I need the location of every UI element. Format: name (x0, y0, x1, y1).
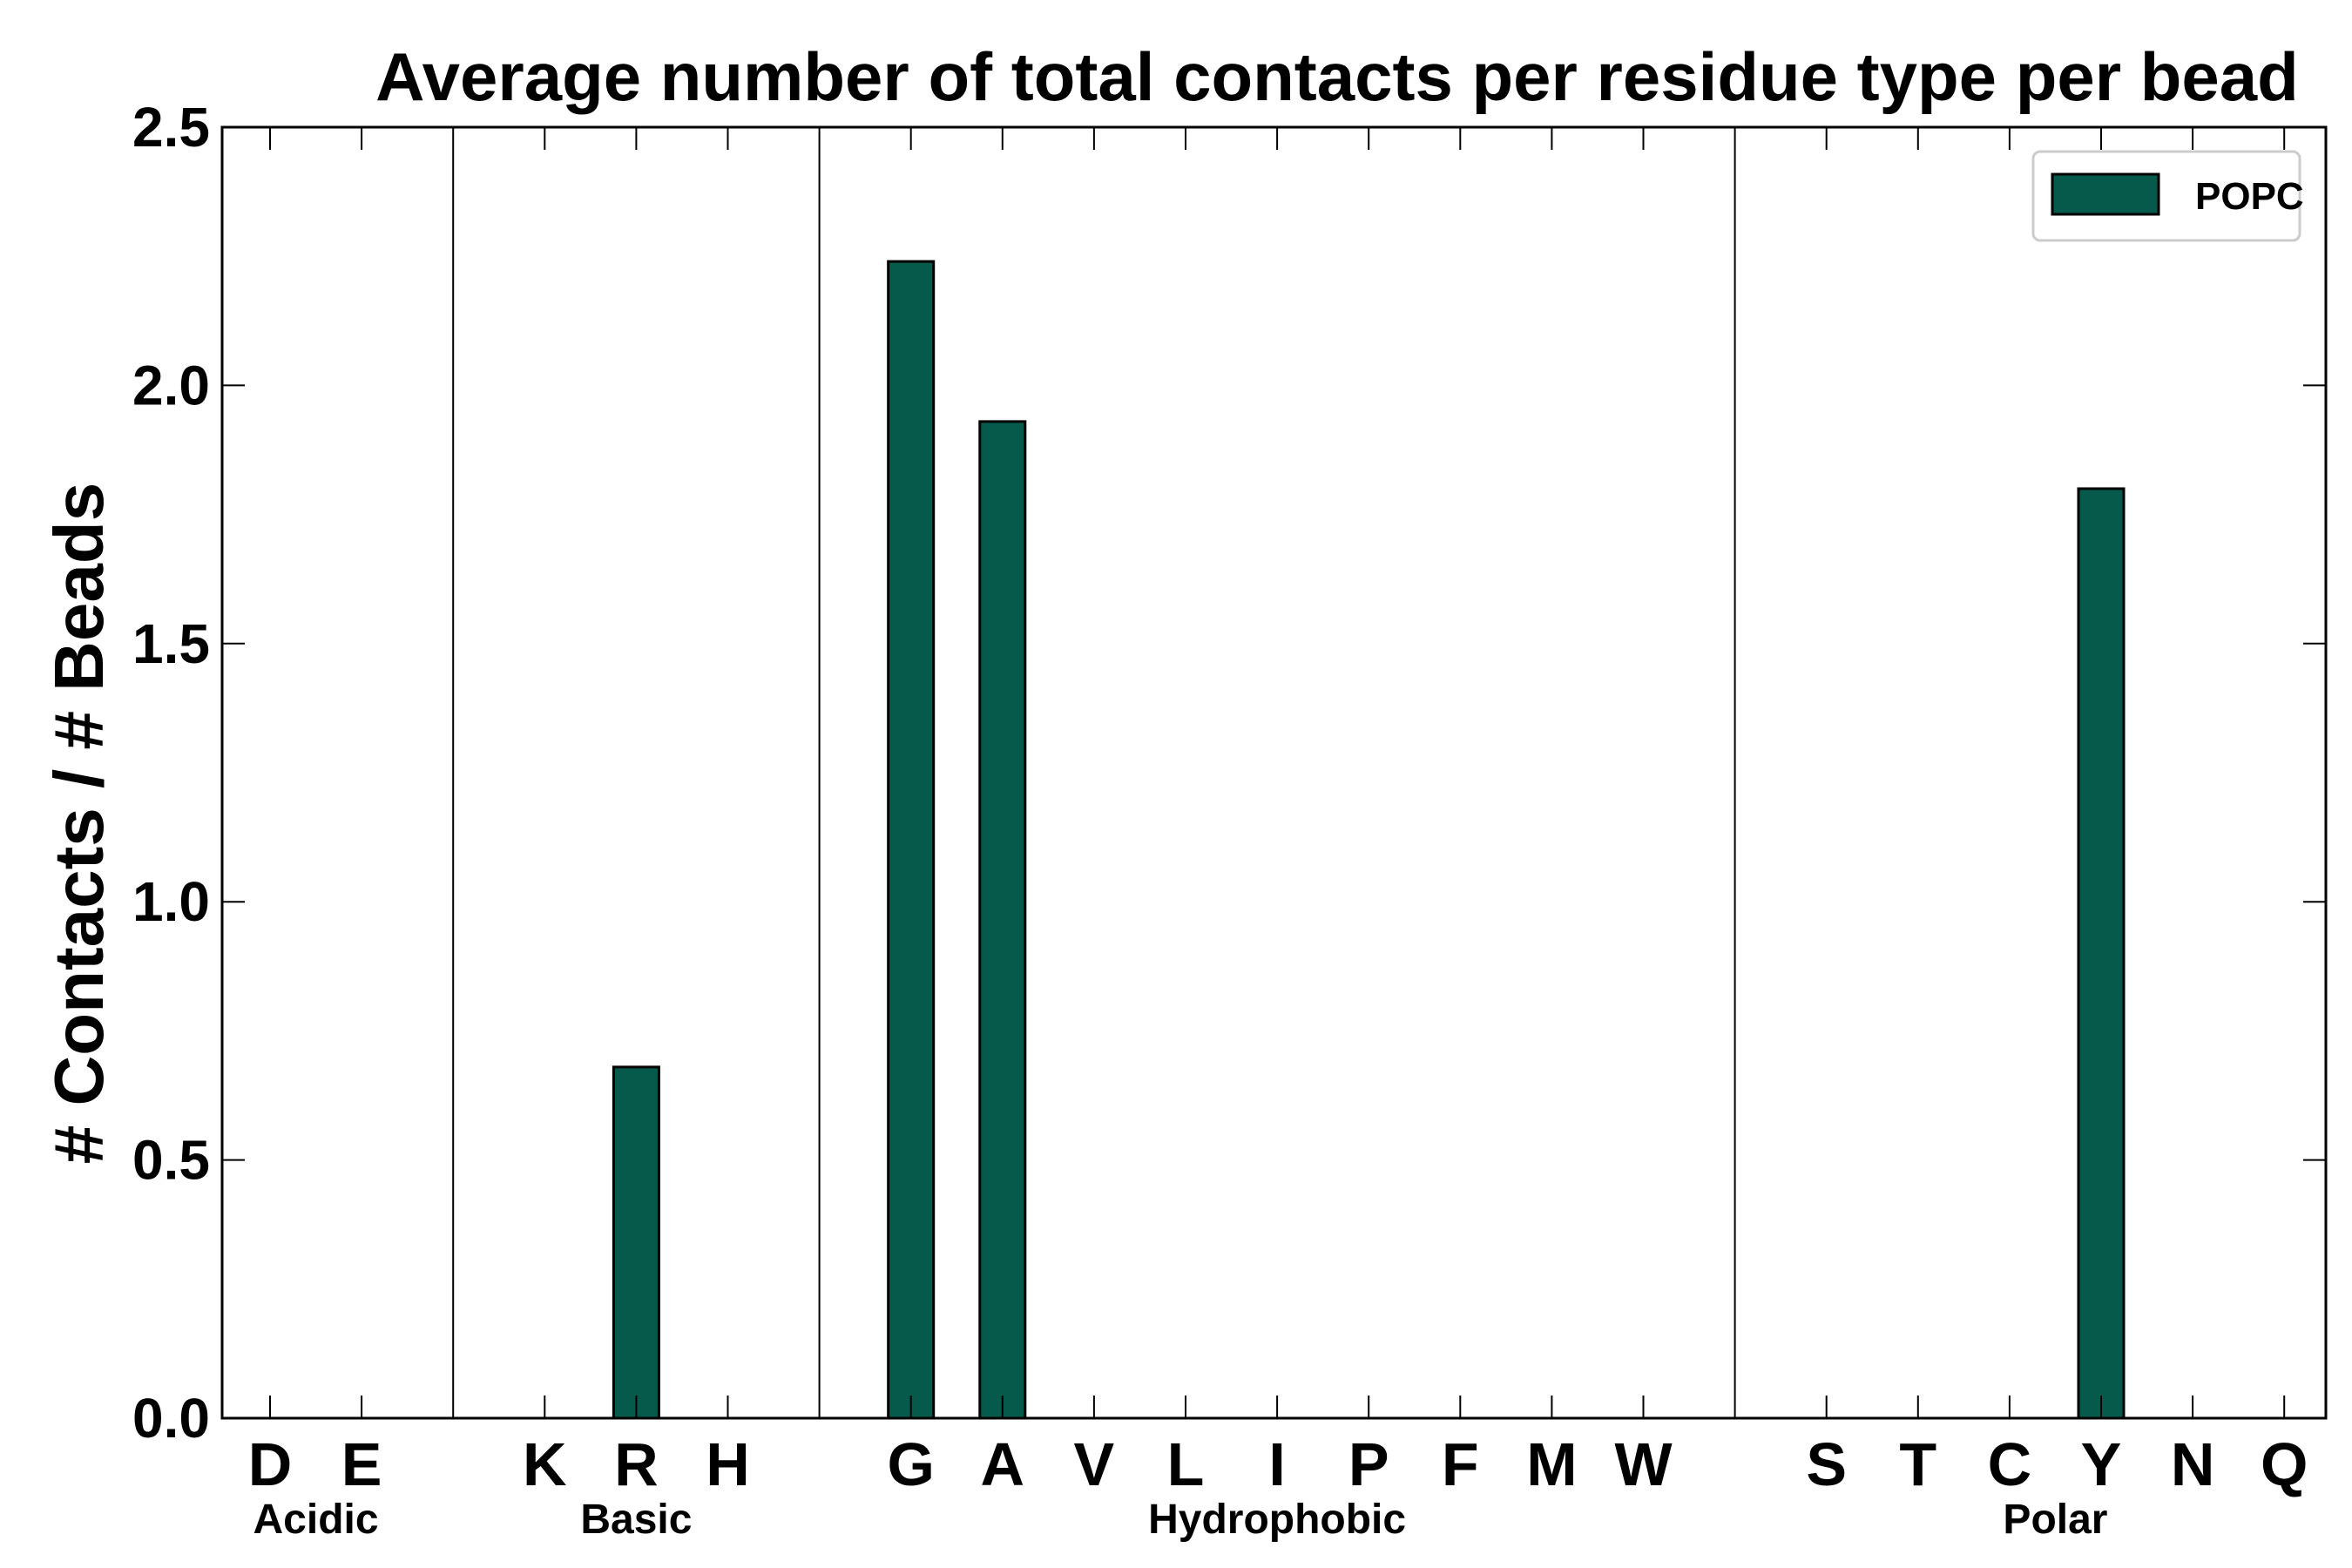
x-tick-label-s: S (1806, 1430, 1847, 1498)
y-tick-label: 1.0 (132, 870, 210, 933)
group-label: Basic (580, 1497, 692, 1543)
bar-g (887, 260, 936, 1420)
x-tick-label-a: A (981, 1430, 1025, 1498)
y-tick-label: 2.5 (132, 96, 210, 159)
bar-r (612, 1065, 660, 1420)
plot-area: 0.0 0.5 1.0 1.5 2.0 2.5 Acidic Basic Hydrophobic… (132, 96, 2328, 1543)
x-tick-label-n: N (2171, 1430, 2215, 1498)
legend-label: POPC (2195, 175, 2304, 218)
y-tick-label: 0.5 (132, 1129, 210, 1192)
x-tick-label-m: M (1526, 1430, 1577, 1498)
x-tick-label-r: R (614, 1430, 659, 1498)
x-tick-label-q: Q (2261, 1430, 2308, 1498)
chart-title: Average number of total contacts per res… (375, 38, 2299, 115)
x-tick-label-h: H (706, 1430, 750, 1498)
x-tick-label-y: Y (2081, 1430, 2122, 1498)
x-tick-label-k: K (523, 1430, 567, 1498)
group-label: Polar (2003, 1497, 2107, 1543)
x-tick-label-l: L (1167, 1430, 1205, 1498)
x-tick-label-w: W (1614, 1430, 1672, 1498)
bar-y (2077, 487, 2126, 1420)
x-tick-label-d: D (248, 1430, 293, 1498)
x-tick-label-f: F (1442, 1430, 1479, 1498)
y-axis-label: # Contacts / # Beads (40, 483, 118, 1165)
plot-frame (220, 125, 2328, 1420)
legend-swatch (2051, 172, 2160, 216)
legend: POPC (2031, 150, 2304, 242)
x-tick-label-c: C (1988, 1430, 2032, 1498)
x-tick-label-g: G (887, 1430, 934, 1498)
y-tick-label: 2.0 (132, 354, 210, 416)
x-tick-label-i: I (1268, 1430, 1285, 1498)
y-tick-label: 1.5 (132, 612, 210, 675)
group-label: Acidic (253, 1497, 379, 1543)
x-tick-label-e: E (341, 1430, 382, 1498)
x-tick-label-v: V (1074, 1430, 1115, 1498)
group-label: Hydrophobic (1148, 1497, 1406, 1543)
x-tick-label-t: T (1899, 1430, 1936, 1498)
y-tick-label: 0.0 (132, 1387, 210, 1450)
x-tick-label-p: P (1348, 1430, 1389, 1498)
bar-a (978, 420, 1027, 1420)
